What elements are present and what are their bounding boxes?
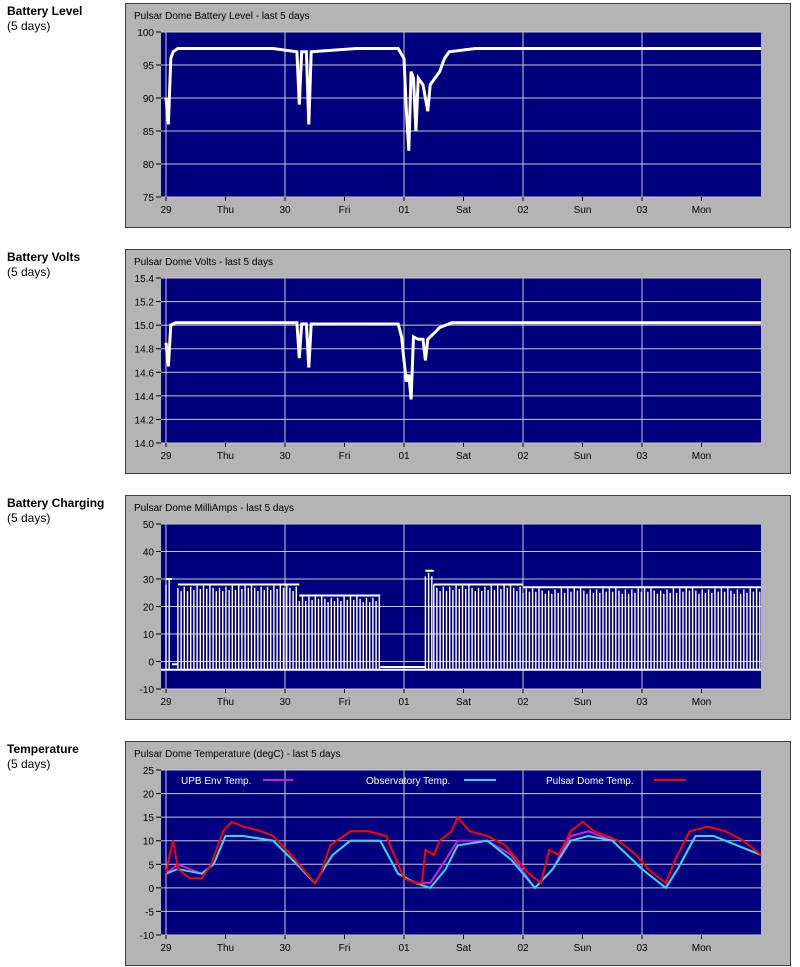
y-tick-label: 10 [143, 837, 155, 848]
y-tick-label: 90 [143, 94, 155, 105]
plot-area [161, 32, 761, 197]
x-tick-label: Fri [339, 451, 351, 462]
legend-label: Observatory Temp. [366, 776, 450, 787]
x-tick-label: 02 [517, 943, 529, 954]
y-tick-label: 15.2 [135, 298, 155, 309]
y-tick-label: 14.4 [135, 392, 155, 403]
x-tick-label: 29 [160, 205, 172, 216]
y-tick-label: 40 [143, 548, 155, 559]
temperature-svg: Pulsar Dome Temperature (degC) - last 5 … [134, 749, 762, 954]
battery-level-svg: Pulsar Dome Battery Level - last 5 days 1… [134, 11, 761, 216]
x-tick-label: Sun [574, 943, 592, 954]
x-tick-label: 02 [517, 451, 529, 462]
series-line [165, 834, 762, 890]
chart-title: Pulsar Dome Battery Level - last 5 days [134, 11, 310, 22]
x-tick-label: 01 [398, 205, 410, 216]
x-tick-label: Thu [217, 697, 234, 708]
x-tick-label: 03 [636, 697, 648, 708]
battery-level-chart: Pulsar Dome Battery Level - last 5 days 1… [125, 3, 791, 228]
y-tick-label: 85 [143, 127, 155, 138]
x-tick-label: 03 [636, 451, 648, 462]
x-tick-label: 30 [279, 697, 291, 708]
y-tick-label: 15.0 [135, 321, 155, 332]
x-tick-label: 29 [160, 451, 172, 462]
section-title: Battery Volts [7, 250, 81, 264]
legend-label: Pulsar Dome Temp. [546, 776, 634, 787]
y-tick-label: 20 [143, 790, 155, 801]
y-tick-label: 14.2 [135, 415, 155, 426]
x-tick-label: Mon [692, 697, 711, 708]
y-tick-label: 10 [143, 630, 155, 641]
section-subtitle: (5 days) [7, 511, 51, 525]
x-tick-label: 03 [636, 943, 648, 954]
section-subtitle: (5 days) [7, 265, 51, 279]
chart-title: Pulsar Dome Temperature (degC) - last 5 … [134, 749, 341, 760]
x-tick-label: 29 [160, 697, 172, 708]
x-tick-label: Sun [574, 451, 592, 462]
x-tick-label: 03 [636, 205, 648, 216]
y-tick-label: -5 [145, 907, 154, 918]
x-tick-label: Mon [692, 451, 711, 462]
y-tick-label: 0 [148, 658, 154, 669]
y-tick-label: 95 [143, 61, 155, 72]
chart-title: Pulsar Dome MilliAmps - last 5 days [134, 503, 294, 514]
y-tick-label: 75 [143, 193, 155, 204]
y-tick-label: 30 [143, 575, 155, 586]
section-title: Battery Charging [7, 496, 105, 510]
y-tick-label: -10 [140, 931, 155, 942]
y-tick-label: -10 [140, 685, 155, 696]
x-tick-label: Mon [692, 205, 711, 216]
plot-area [161, 278, 761, 443]
section-title: Battery Level [7, 4, 83, 18]
x-tick-label: 01 [398, 943, 410, 954]
legend-label: UPB Env Temp. [181, 776, 251, 787]
x-tick-label: Thu [217, 943, 234, 954]
x-tick-label: Fri [339, 943, 351, 954]
series-line [165, 815, 762, 885]
x-tick-label: Sun [574, 205, 592, 216]
y-tick-label: 100 [137, 28, 154, 39]
x-tick-label: Sat [456, 943, 471, 954]
plot-area [161, 770, 761, 935]
x-tick-label: 02 [517, 697, 529, 708]
section-subtitle: (5 days) [7, 19, 51, 33]
y-tick-label: 15.4 [135, 274, 155, 285]
x-tick-label: 30 [279, 943, 291, 954]
y-tick-label: 80 [143, 160, 155, 171]
x-tick-label: 30 [279, 205, 291, 216]
x-tick-label: 01 [398, 451, 410, 462]
battery-charging-svg: Pulsar Dome MilliAmps - last 5 days 50 40 3… [134, 503, 761, 708]
section-title: Temperature [7, 742, 79, 756]
y-tick-label: 0 [148, 884, 154, 895]
x-tick-label: Sat [456, 451, 471, 462]
y-tick-label: 14.0 [135, 439, 155, 450]
x-tick-label: Thu [217, 205, 234, 216]
x-tick-label: Mon [692, 943, 711, 954]
battery-volts-svg: Pulsar Dome Volts - last 5 days 15.4 15.2 1… [134, 257, 761, 462]
x-tick-label: Thu [217, 451, 234, 462]
section-subtitle: (5 days) [7, 757, 51, 771]
x-tick-label: Sat [456, 697, 471, 708]
x-tick-label: Fri [339, 205, 351, 216]
y-tick-label: 14.8 [135, 345, 155, 356]
y-tick-label: 5 [148, 860, 154, 871]
x-tick-label: 02 [517, 205, 529, 216]
x-tick-label: 01 [398, 697, 410, 708]
chart-title: Pulsar Dome Volts - last 5 days [134, 257, 273, 268]
y-tick-label: 25 [143, 766, 155, 777]
battery-charging-chart: Pulsar Dome MilliAmps - last 5 days 50 40 3… [125, 495, 791, 720]
y-tick-label: 15 [143, 813, 155, 824]
battery-volts-chart: Pulsar Dome Volts - last 5 days 15.4 15.2 1… [125, 249, 791, 474]
series-line [164, 47, 761, 151]
temperature-chart: Pulsar Dome Temperature (degC) - last 5 … [125, 741, 791, 966]
x-tick-label: Sat [456, 205, 471, 216]
x-tick-label: Sun [574, 697, 592, 708]
y-tick-label: 14.6 [135, 368, 155, 379]
x-tick-label: 29 [160, 943, 172, 954]
y-tick-label: 20 [143, 603, 155, 614]
x-tick-label: 30 [279, 451, 291, 462]
series-line [164, 321, 761, 400]
y-tick-label: 50 [143, 520, 155, 531]
x-tick-label: Fri [339, 697, 351, 708]
